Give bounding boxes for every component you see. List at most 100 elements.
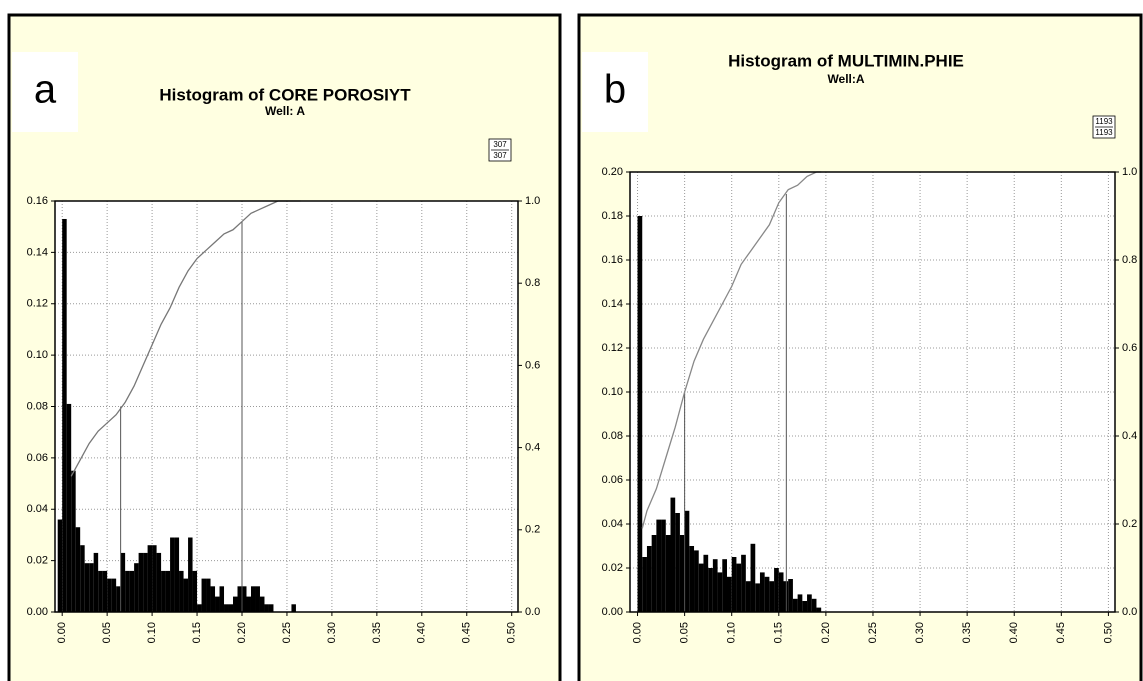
- y2-tick-label: 0.8: [1122, 254, 1137, 266]
- histogram-bar: [174, 537, 180, 612]
- histogram-bar: [84, 563, 90, 612]
- y2-tick-label: 0.2: [525, 524, 540, 536]
- histogram-bar: [219, 586, 225, 612]
- histogram-bar: [147, 545, 153, 612]
- histogram-bar: [694, 550, 699, 612]
- histogram-bar: [80, 545, 85, 612]
- histogram-bar: [71, 470, 76, 612]
- x-tick-label: 0.15: [191, 622, 203, 643]
- histogram-bar: [57, 519, 63, 612]
- histogram-bar: [651, 535, 657, 612]
- panel-label: a: [34, 68, 57, 112]
- chart-subtitle: Well: A: [265, 104, 305, 118]
- histogram-bar: [792, 598, 798, 612]
- histogram-bar: [665, 535, 671, 612]
- histogram-bar: [755, 583, 760, 612]
- histogram-bar: [210, 586, 216, 612]
- histogram-bar: [111, 578, 117, 612]
- count-label: 307: [493, 151, 507, 160]
- x-tick-label: 0.10: [726, 622, 738, 643]
- y2-tick-label: 1.0: [1122, 166, 1137, 178]
- x-tick-label: 0.30: [326, 622, 338, 643]
- x-tick-label: 0.35: [961, 622, 973, 643]
- histogram-bar: [712, 559, 718, 612]
- histogram-bar: [731, 557, 737, 612]
- x-tick-label: 0.10: [146, 622, 158, 643]
- y-tick-label: 0.04: [27, 503, 48, 515]
- y-tick-label: 0.18: [602, 210, 623, 222]
- y-tick-label: 0.10: [27, 349, 48, 361]
- x-tick-label: 0.05: [679, 622, 691, 643]
- count-label: 1193: [1095, 117, 1113, 126]
- histogram-bar: [291, 604, 296, 612]
- y-tick-label: 0.16: [602, 254, 623, 266]
- plot-frame: [54, 200, 519, 613]
- histogram-bar: [642, 557, 647, 612]
- histogram-bar: [268, 604, 274, 612]
- histogram-bar: [107, 578, 112, 612]
- histogram-bar: [802, 601, 808, 612]
- histogram-bar: [224, 604, 229, 612]
- x-tick-label: 0.05: [101, 622, 113, 643]
- histogram-bar: [75, 527, 81, 612]
- y-tick-label: 0.08: [27, 400, 48, 412]
- histogram-bar: [170, 537, 175, 612]
- histogram-bar: [120, 552, 126, 612]
- histogram-bar: [125, 570, 130, 612]
- histogram-bar: [807, 594, 812, 612]
- x-tick-label: 0.00: [631, 622, 643, 643]
- histogram-bar: [811, 598, 817, 612]
- histogram-bar: [637, 216, 643, 612]
- panel-label-box: [12, 52, 78, 132]
- histogram-bar: [161, 570, 166, 612]
- histogram-bar: [745, 581, 751, 612]
- y-tick-label: 0.14: [602, 298, 623, 310]
- histogram-bar: [727, 576, 732, 612]
- x-tick-label: 0.40: [416, 622, 428, 643]
- x-tick-label: 0.25: [281, 622, 293, 643]
- x-tick-label: 0.30: [914, 622, 926, 643]
- x-tick-label: 0.50: [506, 622, 518, 643]
- histogram-bar: [98, 570, 103, 612]
- panel-label: b: [604, 68, 626, 112]
- x-tick-label: 0.45: [461, 622, 473, 643]
- x-tick-label: 0.15: [773, 622, 785, 643]
- histogram-bar: [750, 543, 756, 612]
- x-tick-label: 0.25: [867, 622, 879, 643]
- histogram-bar: [152, 545, 157, 612]
- y-tick-label: 0.00: [602, 606, 623, 618]
- x-tick-label: 0.00: [56, 622, 68, 643]
- histogram-bar: [138, 552, 144, 612]
- histogram-bar: [201, 578, 207, 612]
- histogram-bar: [165, 570, 171, 612]
- x-tick-label: 0.20: [236, 622, 248, 643]
- histogram-bar: [188, 537, 193, 612]
- y2-tick-label: 0.0: [525, 606, 540, 618]
- x-tick-label: 0.50: [1102, 622, 1114, 643]
- histogram-bar: [778, 572, 784, 612]
- histogram-bar: [241, 586, 247, 612]
- histogram-bar: [259, 596, 265, 612]
- histogram-bar: [797, 594, 803, 612]
- histogram-bar: [736, 563, 742, 612]
- y-tick-label: 0.04: [602, 518, 623, 530]
- y-tick-label: 0.02: [27, 555, 48, 567]
- y-tick-label: 0.10: [602, 386, 623, 398]
- histogram-bar: [675, 513, 680, 612]
- y2-tick-label: 0.4: [525, 442, 540, 454]
- chart-title: Histogram of CORE POROSIYT: [159, 85, 411, 104]
- histogram-bar: [197, 604, 202, 612]
- histogram-bar: [255, 586, 260, 612]
- histogram-bar: [102, 570, 108, 612]
- histogram-bar: [134, 563, 139, 612]
- histogram-bar: [264, 604, 269, 612]
- y2-tick-label: 0.4: [1122, 430, 1137, 442]
- y-tick-label: 0.14: [27, 246, 48, 258]
- histogram-bar: [816, 607, 822, 612]
- plot-frame: [629, 171, 1116, 613]
- histogram-bar: [237, 586, 242, 612]
- histogram-bar: [774, 568, 779, 612]
- y-tick-label: 0.12: [27, 298, 48, 310]
- x-tick-label: 0.35: [371, 622, 383, 643]
